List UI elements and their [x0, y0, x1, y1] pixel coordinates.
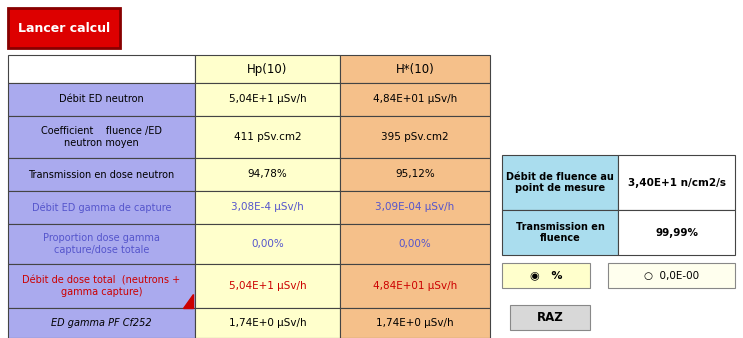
Text: Coefficient    fluence /ED
neutron moyen: Coefficient fluence /ED neutron moyen — [41, 126, 162, 148]
Bar — [502, 155, 618, 210]
Text: 3,08E-4 μSv/h: 3,08E-4 μSv/h — [231, 202, 304, 213]
Text: 94,78%: 94,78% — [247, 169, 288, 179]
Bar — [195, 83, 340, 116]
Text: Hp(10): Hp(10) — [247, 63, 288, 75]
Text: ○  0,0E-00: ○ 0,0E-00 — [644, 270, 699, 281]
Text: ◉   %: ◉ % — [530, 270, 562, 281]
Bar — [618, 155, 735, 210]
Text: 0,00%: 0,00% — [251, 239, 284, 249]
Bar — [608, 263, 735, 288]
Bar — [195, 264, 340, 308]
Bar — [340, 116, 490, 158]
Bar — [8, 116, 195, 158]
Bar — [340, 224, 490, 264]
Text: 1,74E+0 μSv/h: 1,74E+0 μSv/h — [376, 318, 454, 328]
Text: ED gamma PF Cf252: ED gamma PF Cf252 — [51, 318, 152, 328]
Bar — [8, 158, 195, 191]
Text: 5,04E+1 μSv/h: 5,04E+1 μSv/h — [229, 95, 306, 104]
Text: 3,40E+1 n/cm2/s: 3,40E+1 n/cm2/s — [628, 177, 725, 188]
Text: 1,74E+0 μSv/h: 1,74E+0 μSv/h — [229, 318, 306, 328]
Bar — [8, 191, 195, 224]
Bar — [502, 263, 590, 288]
Text: Débit ED neutron: Débit ED neutron — [59, 95, 144, 104]
Text: RAZ: RAZ — [536, 311, 563, 324]
Bar — [502, 210, 618, 255]
Text: 3,09E-04 μSv/h: 3,09E-04 μSv/h — [375, 202, 455, 213]
Bar — [510, 305, 590, 330]
Text: 5,04E+1 μSv/h: 5,04E+1 μSv/h — [229, 281, 306, 291]
Bar — [340, 55, 490, 83]
Text: 4,84E+01 μSv/h: 4,84E+01 μSv/h — [373, 281, 457, 291]
Text: 395 pSv.cm2: 395 pSv.cm2 — [381, 132, 449, 142]
Text: Lancer calcul: Lancer calcul — [18, 22, 110, 34]
Bar — [8, 8, 120, 48]
Bar — [195, 308, 340, 338]
Text: 0,00%: 0,00% — [399, 239, 432, 249]
Bar — [8, 264, 195, 308]
Text: Débit de fluence au
point de mesure: Débit de fluence au point de mesure — [506, 172, 614, 193]
Bar — [340, 158, 490, 191]
Bar — [195, 191, 340, 224]
Text: Transmission en dose neutron: Transmission en dose neutron — [28, 169, 175, 179]
Bar — [340, 83, 490, 116]
Bar — [195, 224, 340, 264]
Text: 411 pSv.cm2: 411 pSv.cm2 — [234, 132, 302, 142]
Bar — [8, 83, 195, 116]
Text: 99,99%: 99,99% — [655, 227, 698, 238]
Bar — [340, 264, 490, 308]
Text: 95,12%: 95,12% — [395, 169, 435, 179]
Bar — [8, 55, 195, 83]
Bar — [340, 308, 490, 338]
Bar — [340, 191, 490, 224]
Text: 4,84E+01 μSv/h: 4,84E+01 μSv/h — [373, 95, 457, 104]
Text: Transmission en
fluence: Transmission en fluence — [516, 222, 605, 243]
Bar — [195, 116, 340, 158]
Bar — [8, 308, 195, 338]
Bar — [618, 210, 735, 255]
Bar — [8, 224, 195, 264]
Text: Débit de dose total  (neutrons +
gamma capture): Débit de dose total (neutrons + gamma ca… — [22, 275, 181, 297]
Polygon shape — [183, 294, 193, 308]
Text: Proportion dose gamma
capture/dose totale: Proportion dose gamma capture/dose total… — [43, 233, 160, 255]
Text: Débit ED gamma de capture: Débit ED gamma de capture — [32, 202, 171, 213]
Bar — [195, 158, 340, 191]
Bar — [195, 55, 340, 83]
Text: H*(10): H*(10) — [395, 63, 435, 75]
